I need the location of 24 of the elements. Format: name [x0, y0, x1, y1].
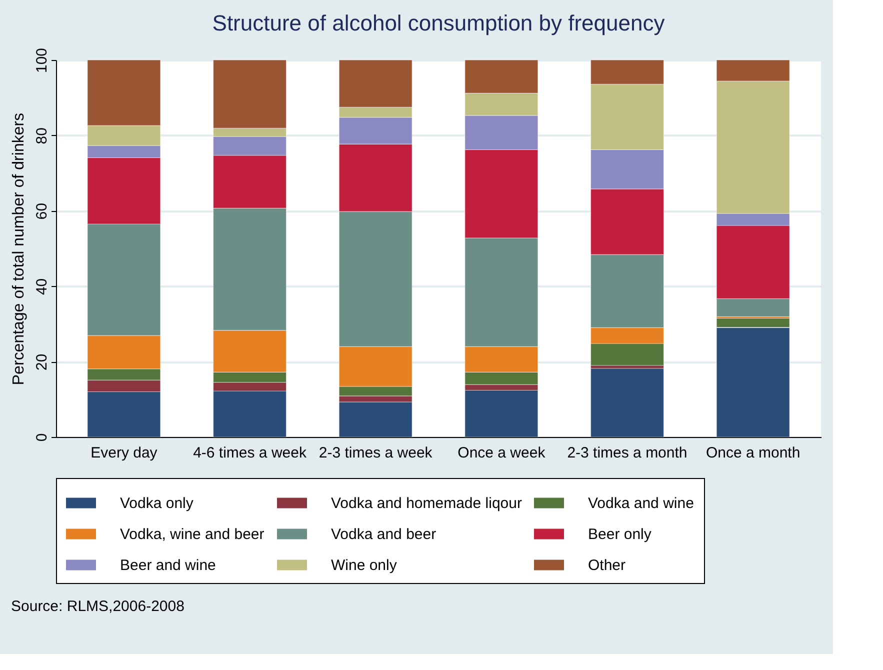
x-tick-label: Every day: [90, 444, 158, 462]
y-tick-label: 100: [34, 48, 50, 74]
y-tick-label: 20: [34, 354, 50, 370]
y-axis-title: Percentage of total number of drinkers: [10, 112, 28, 386]
legend-label: Vodka and homemade liqour: [331, 495, 522, 512]
y-tick-label: 0: [34, 433, 50, 442]
x-tick-label: Once a week: [458, 444, 546, 462]
legend-label: Vodka only: [120, 495, 194, 512]
y-tick-label: 60: [34, 202, 50, 220]
legend-label: Other: [588, 557, 626, 574]
x-tick-label: 2-3 times a week: [318, 444, 433, 462]
x-tick-label: 2-3 times a month: [567, 444, 688, 462]
legend-label: Vodka and wine: [588, 495, 694, 512]
legend-label: Wine only: [331, 557, 398, 574]
legend-label: Vodka and beer: [331, 526, 436, 543]
legend-label: Beer only: [588, 526, 652, 543]
x-tick-label: 4-6 times a week: [193, 444, 307, 462]
x-tick-label: Once a month: [706, 444, 800, 462]
y-tick-label: 40: [34, 278, 50, 296]
y-tick-label: 80: [34, 128, 50, 144]
legend-label: Vodka, wine and beer: [120, 526, 264, 543]
legend-label: Beer and wine: [120, 557, 216, 574]
chart-title: Structure of alcohol consumption by frequency: [212, 10, 665, 36]
source-note: Source: RLMS,2006-2008: [11, 598, 184, 615]
